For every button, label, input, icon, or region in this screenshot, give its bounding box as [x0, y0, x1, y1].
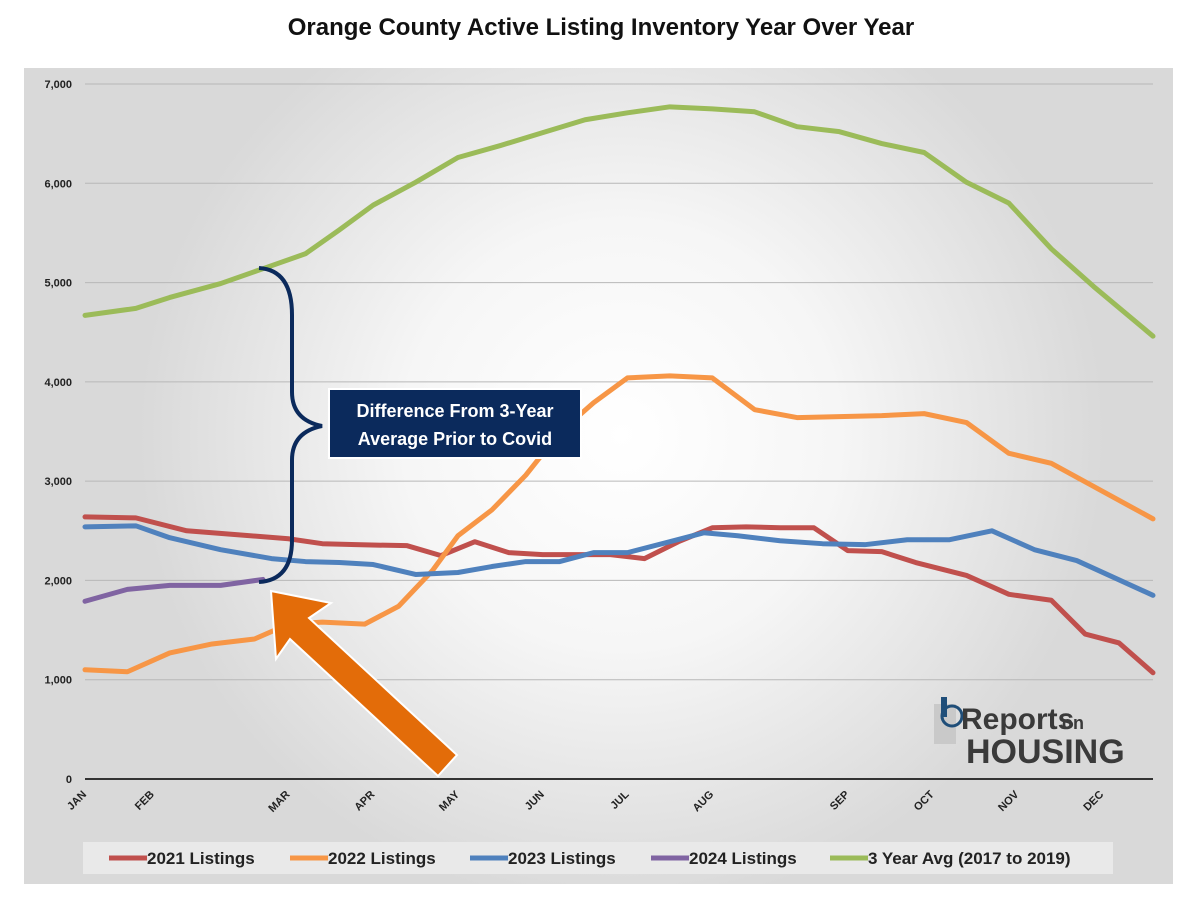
y-tick-label: 7,000: [44, 79, 72, 91]
gridlines: [85, 83, 1153, 780]
y-tick-label: 4,000: [44, 377, 72, 389]
y-tick-label: 6,000: [44, 178, 72, 190]
pointer-arrow: [269, 589, 459, 778]
x-tick-label: OCT: [912, 788, 937, 813]
legend-box: [83, 842, 1113, 874]
x-tick-label: MAY: [437, 788, 463, 814]
callout-text: Average Prior to Covid: [358, 429, 552, 449]
y-tick-label: 1,000: [44, 675, 72, 687]
series-line: [82, 104, 1156, 339]
callout-box: [328, 388, 582, 459]
series-line: [82, 373, 1156, 675]
x-tick-label: AUG: [691, 789, 717, 815]
x-tick-label: JAN: [65, 789, 89, 813]
legend-label: 3 Year Avg (2017 to 2019): [868, 849, 1071, 868]
y-tick-label: 5,000: [44, 278, 72, 290]
x-tick-label: APR: [352, 789, 377, 814]
x-tick-label: DEC: [1081, 789, 1106, 814]
logo-line2: HOUSING: [966, 733, 1125, 771]
chart-title: Orange County Active Listing Inventory Y…: [287, 14, 915, 41]
x-tick-label: SEP: [828, 789, 852, 813]
chart-panel: [24, 68, 1173, 884]
logo-line1-small: on: [1062, 713, 1084, 733]
difference-brace: [258, 266, 323, 584]
x-tick-label: FEB: [133, 789, 157, 813]
x-tick-label: NOV: [996, 788, 1022, 814]
legend: 2021 Listings 2022 Listings 2023 Listings 2…: [83, 842, 1113, 874]
callout-text: Difference From 3-Year: [356, 401, 553, 421]
x-axis-ticks: JAN FEB MAR APR MAY JUN JUL AUG SEP OCT NOV DEC: [65, 788, 1106, 815]
series-line: [82, 523, 1156, 598]
x-tick-label: JUL: [608, 788, 631, 811]
legend-label: 2022 Listings: [328, 849, 436, 868]
series-line: [82, 514, 1156, 676]
logo-bar-icon: [941, 697, 947, 717]
legend-label: 2024 Listings: [689, 849, 797, 868]
series-line: [82, 576, 266, 604]
legend-label: 2023 Listings: [508, 849, 616, 868]
y-axis-ticks: 0 1,000 2,000 3,000 4,000 5,000 6,000 7,000: [44, 79, 72, 786]
y-tick-label: 3,000: [44, 476, 72, 488]
y-tick-label: 0: [66, 774, 72, 786]
x-tick-label: JUN: [523, 789, 547, 813]
series-lines: [82, 104, 1156, 676]
legend-label: 2021 Listings: [147, 849, 255, 868]
magnifier-icon: [940, 704, 964, 728]
annotations: Difference From 3-Year Average Prior to C…: [258, 266, 582, 778]
x-tick-label: MAR: [266, 789, 292, 815]
logo-line1: Reports: [961, 703, 1074, 736]
y-tick-label: 2,000: [44, 575, 72, 587]
